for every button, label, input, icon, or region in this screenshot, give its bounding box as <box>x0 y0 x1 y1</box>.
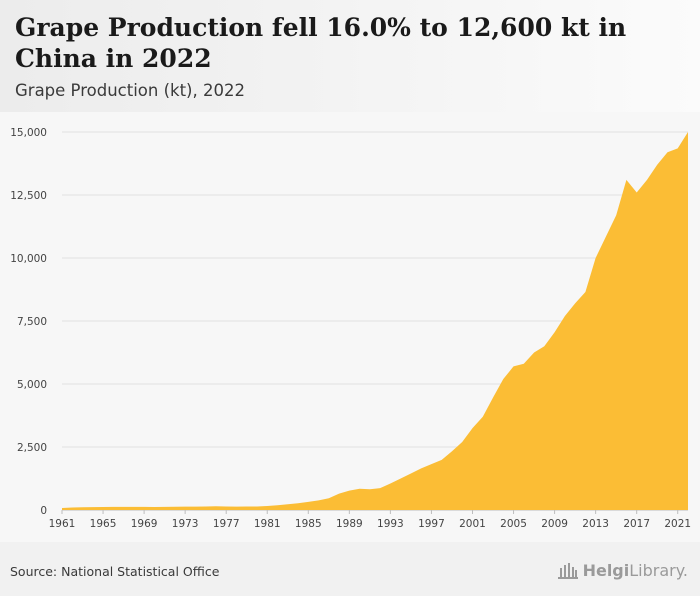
chart-footer: Source: National Statistical Office Helg… <box>0 542 700 596</box>
x-tick-label: 2013 <box>582 518 609 530</box>
x-tick-label: 2009 <box>541 518 568 530</box>
library-building-icon <box>557 562 578 579</box>
x-tick-label: 1997 <box>418 518 445 530</box>
area-chart: 0 2,500 5,000 7,500 10,000 12,500 15,000 1961 19… <box>10 127 691 530</box>
chart-subtitle: Grape Production (kt), 2022 <box>15 81 245 100</box>
production-area <box>62 132 688 510</box>
x-tick-label: 1993 <box>377 518 404 530</box>
x-tick-label: 1981 <box>254 518 281 530</box>
source-note: Source: National Statistical Office <box>10 564 220 579</box>
x-tick-label: 1985 <box>295 518 322 530</box>
y-tick-label: 0 <box>40 505 47 517</box>
x-tick-label: 2021 <box>664 518 691 530</box>
chart-title: Grape Production fell 16.0% to 12,600 kt… <box>15 13 627 73</box>
x-tick-label: 1977 <box>213 518 240 530</box>
brand-logo[interactable]: HelgiLibrary. <box>557 561 688 580</box>
x-tick-label: 1965 <box>90 518 117 530</box>
x-tick-label: 2017 <box>623 518 650 530</box>
x-tick-label: 2005 <box>500 518 527 530</box>
chart-header: Grape Production fell 16.0% to 12,600 kt… <box>0 0 700 112</box>
y-tick-label: 15,000 <box>10 127 47 139</box>
brand-name-bold: Helgi <box>582 561 630 580</box>
y-tick-label: 10,000 <box>10 253 47 265</box>
x-tick-label: 1969 <box>131 518 158 530</box>
x-tick-label: 2001 <box>459 518 486 530</box>
chart-panel: 0 2,500 5,000 7,500 10,000 12,500 15,000 1961 19… <box>0 112 700 542</box>
y-tick-label: 5,000 <box>17 379 47 391</box>
y-tick-label: 2,500 <box>17 442 47 454</box>
x-tick-label: 1973 <box>172 518 199 530</box>
y-tick-label: 12,500 <box>10 190 47 202</box>
brand-name-rest: Library. <box>629 561 688 580</box>
x-tick-label: 1961 <box>49 518 76 530</box>
x-tick-label: 1989 <box>336 518 363 530</box>
y-tick-label: 7,500 <box>17 316 47 328</box>
